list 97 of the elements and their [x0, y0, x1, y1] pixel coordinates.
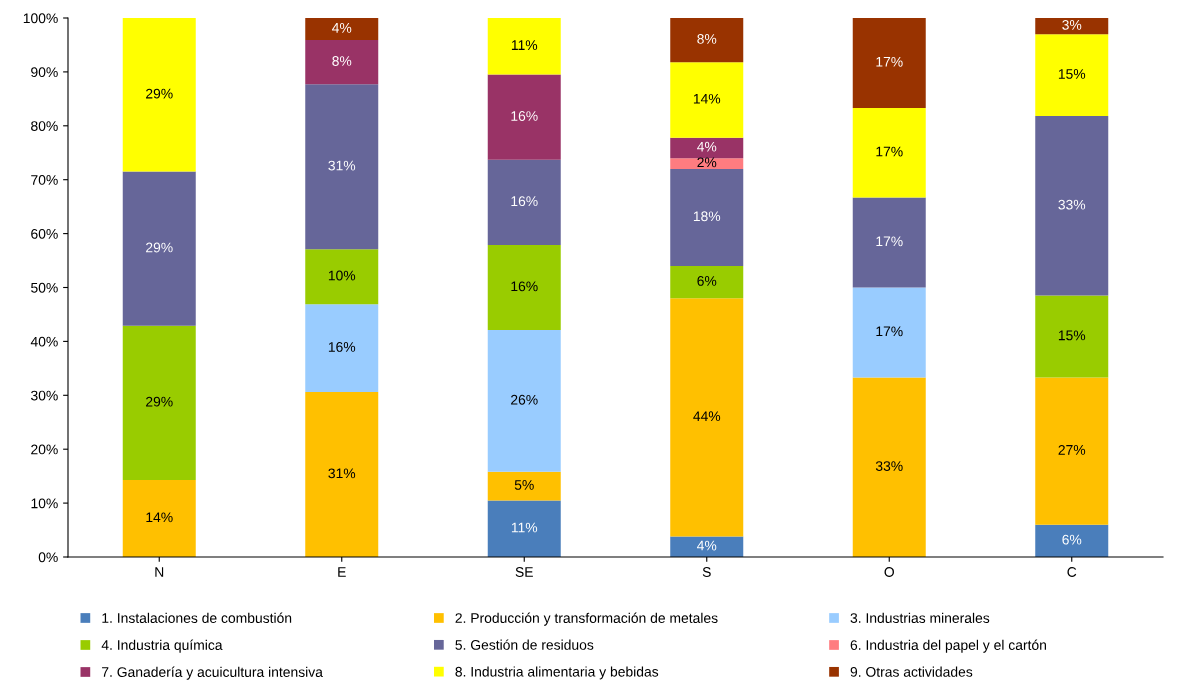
bar — [670, 18, 744, 63]
y-tick-label: 60% — [31, 228, 58, 239]
bar — [305, 249, 379, 305]
bar — [305, 40, 379, 85]
bar — [487, 330, 561, 472]
data-label: 17% — [876, 236, 903, 247]
data-label: 17% — [876, 146, 903, 157]
data-label: 31% — [328, 160, 356, 171]
y-tick-label: 20% — [31, 444, 58, 455]
bar — [852, 197, 926, 288]
data-label: 6% — [697, 276, 717, 286]
data-label: 17% — [876, 326, 903, 337]
x-tick-label: O — [884, 567, 894, 577]
y-tick-label: 80% — [31, 121, 58, 131]
legend-label: 9. Otras actividades — [850, 666, 973, 677]
bar — [305, 84, 379, 250]
bar — [487, 159, 561, 245]
data-label: 2% — [697, 157, 717, 168]
bar — [670, 137, 744, 159]
bar — [670, 62, 744, 138]
bar — [1035, 18, 1109, 35]
bar — [670, 298, 744, 537]
legend-label: 2. Producción y transformación de metales — [455, 612, 718, 626]
bar — [852, 108, 926, 198]
legend-label: 4. Industria química — [101, 639, 223, 653]
bar — [305, 304, 379, 393]
bar — [1035, 524, 1109, 557]
bar — [487, 500, 561, 557]
bar — [122, 18, 196, 172]
bar — [487, 244, 561, 331]
legend-label: 7. Ganadería y acuicultura intensiva — [102, 666, 323, 680]
x-tick-label: SE — [515, 567, 533, 577]
data-label: 11% — [511, 522, 538, 533]
data-label: 29% — [146, 396, 173, 407]
data-label: 44% — [693, 411, 721, 422]
data-label: 3% — [1062, 19, 1082, 30]
x-tick-label: C — [1067, 567, 1077, 577]
bar — [1035, 34, 1109, 117]
y-tick-label: 100% — [23, 13, 58, 24]
bar — [852, 18, 926, 109]
data-label: 6% — [1062, 534, 1082, 545]
data-label: 29% — [146, 242, 173, 253]
y-tick-label: 50% — [31, 282, 58, 293]
data-label: 27% — [1058, 444, 1086, 455]
data-label: 17% — [876, 56, 903, 67]
data-label: 29% — [146, 88, 173, 99]
data-label: 15% — [1058, 69, 1086, 79]
x-tick-label: S — [702, 567, 711, 577]
data-label: 33% — [1058, 199, 1086, 210]
data-label: 8% — [697, 33, 717, 44]
bar — [122, 479, 196, 557]
bar — [487, 74, 561, 160]
data-label: 10% — [328, 270, 356, 281]
legend-label: 1. Instalaciones de combustión — [102, 612, 292, 623]
data-label: 8% — [332, 56, 352, 66]
bar — [1035, 116, 1109, 296]
data-label: 31% — [328, 468, 356, 479]
data-label: 16% — [328, 342, 356, 352]
data-label: 16% — [511, 281, 538, 292]
x-tick-label: N — [155, 567, 164, 577]
data-label: 4% — [332, 23, 352, 33]
data-label: 33% — [875, 461, 903, 471]
y-tick-label: 10% — [31, 498, 58, 509]
data-label: 14% — [693, 93, 721, 104]
data-label: 4% — [697, 141, 717, 152]
y-tick-label: 30% — [31, 390, 58, 401]
bar — [487, 18, 561, 75]
bar — [852, 287, 926, 378]
data-label: 26% — [511, 394, 538, 405]
bar — [122, 171, 196, 326]
legend-label: 5. Gestión de residuos — [455, 639, 594, 650]
bar — [1035, 377, 1109, 525]
legend-label: 3. Industrias minerales — [850, 612, 990, 623]
bar — [122, 325, 196, 480]
bar — [670, 158, 744, 169]
data-label: 11% — [511, 40, 538, 50]
y-tick-label: 70% — [31, 175, 58, 185]
data-label: 16% — [511, 196, 538, 207]
data-label: 18% — [693, 211, 721, 222]
data-label: 5% — [514, 480, 534, 490]
bar — [670, 265, 744, 299]
data-label: 16% — [511, 111, 538, 121]
bar — [670, 168, 744, 266]
bar — [305, 392, 379, 557]
bar — [487, 471, 561, 501]
bar — [305, 18, 379, 41]
x-tick-label: E — [338, 567, 346, 577]
legend-label: 6. Industria del papel y el cartón — [850, 639, 1046, 653]
data-label: 15% — [1058, 330, 1086, 341]
data-label: 14% — [146, 512, 173, 523]
legend-label: 8. Industria alimentaria y bebidas — [455, 666, 659, 680]
y-tick-label: 40% — [30, 336, 58, 347]
y-tick-label: 0% — [38, 552, 58, 563]
bar — [1035, 295, 1109, 378]
y-tick-label: 90% — [31, 67, 58, 78]
bar — [852, 377, 926, 557]
data-label: 4% — [697, 540, 717, 551]
